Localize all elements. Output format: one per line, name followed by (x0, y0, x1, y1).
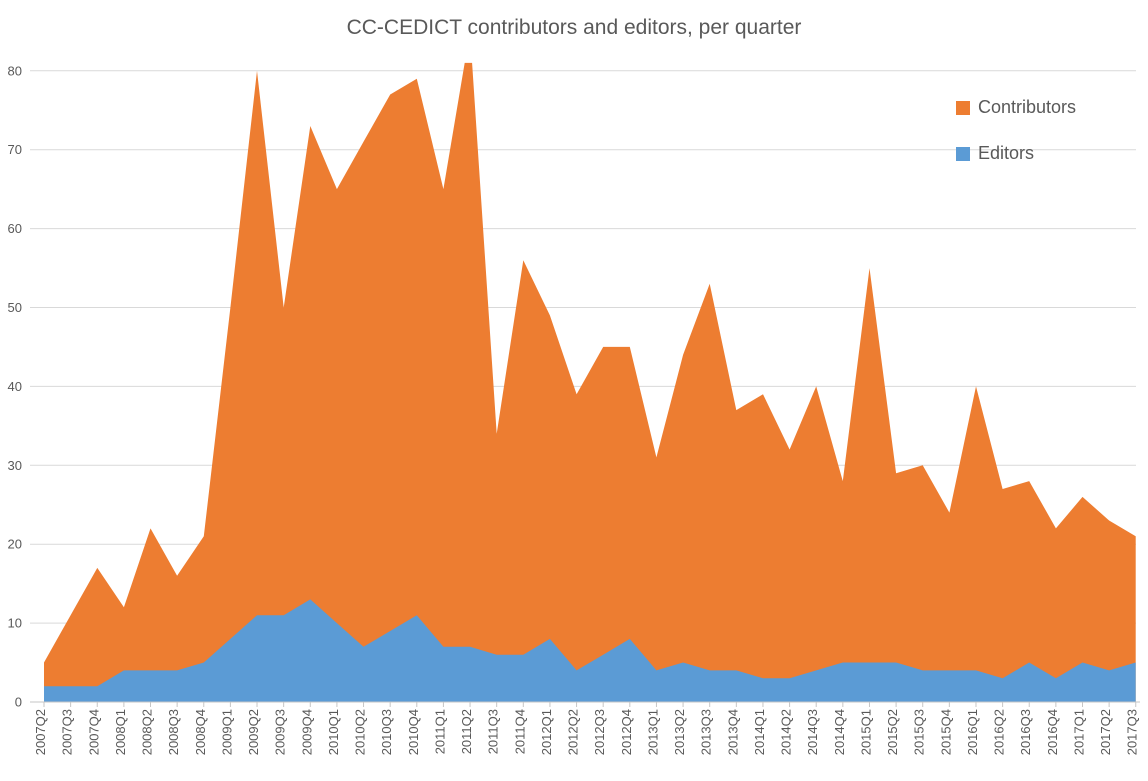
area-editors (44, 599, 1136, 702)
x-tick-label: 2012Q2 (566, 709, 581, 755)
area-contributors (44, 62, 1136, 702)
y-tick-label: 60 (8, 221, 22, 236)
y-tick-label: 50 (8, 300, 22, 315)
x-tick-label: 2010Q1 (326, 709, 341, 755)
x-tick-label: 2016Q4 (1045, 709, 1060, 755)
x-tick-label: 2017Q1 (1071, 709, 1086, 755)
y-tick-label: 0 (15, 695, 22, 710)
x-tick-label: 2013Q4 (725, 709, 740, 755)
x-tick-label: 2011Q4 (512, 709, 527, 754)
x-tick-label: 2015Q1 (858, 709, 873, 755)
legend-item-editors: Editors (956, 143, 1076, 164)
editors-swatch-icon (956, 146, 970, 161)
legend-label-contributors: Contributors (978, 97, 1077, 117)
y-tick-label: 10 (8, 616, 22, 631)
x-tick-label: 2013Q2 (672, 709, 687, 755)
x-tick-label: 2012Q4 (619, 709, 634, 755)
contributors-swatch-icon (956, 100, 970, 115)
y-tick-label: 30 (8, 458, 22, 473)
x-tick-label: 2016Q1 (965, 709, 980, 755)
x-tick-label: 2007Q2 (33, 709, 48, 755)
x-tick-label: 2007Q3 (60, 709, 75, 755)
x-tick-label: 2014Q4 (832, 709, 847, 755)
x-tick-label: 2015Q4 (938, 709, 953, 755)
y-tick-label: 80 (8, 63, 22, 78)
x-tick-label: 2008Q2 (140, 709, 155, 755)
x-tick-label: 2013Q1 (645, 709, 660, 755)
x-tick-label: 2008Q3 (166, 709, 181, 755)
x-tick-label: 2011Q1 (432, 709, 447, 754)
x-tick-label: 2008Q1 (113, 709, 128, 755)
x-tick-label: 2010Q2 (353, 709, 368, 755)
x-tick-label: 2007Q4 (86, 709, 101, 755)
x-tick-label: 2010Q3 (379, 709, 394, 755)
x-tick-label: 2014Q3 (805, 709, 820, 755)
legend: Contributors Editors (956, 97, 1076, 189)
x-tick-label: 2009Q4 (299, 709, 314, 755)
y-tick-label: 70 (8, 142, 22, 157)
x-tick-label: 2008Q4 (193, 709, 208, 755)
x-tick-label: 2011Q2 (459, 709, 474, 754)
x-tick-label: 2013Q3 (699, 709, 714, 755)
legend-item-contributors: Contributors (956, 97, 1076, 118)
x-tick-label: 2009Q1 (219, 709, 234, 755)
x-tick-label: 2017Q2 (1098, 709, 1113, 755)
x-tick-label: 2011Q3 (486, 709, 501, 754)
x-tick-label: 2012Q1 (539, 709, 554, 755)
legend-label-editors: Editors (978, 143, 1035, 163)
x-tick-label: 2015Q2 (885, 709, 900, 755)
x-tick-label: 2012Q3 (592, 709, 607, 755)
y-tick-label: 20 (8, 537, 22, 552)
x-tick-label: 2017Q3 (1125, 709, 1140, 755)
x-tick-label: 2009Q3 (273, 709, 288, 755)
x-tick-label: 2016Q2 (992, 709, 1007, 755)
chart-title: CC-CEDICT contributors and editors, per … (346, 16, 802, 39)
x-tick-label: 2014Q2 (779, 709, 794, 755)
x-tick-label: 2014Q1 (752, 709, 767, 755)
x-tick-label: 2016Q3 (1018, 709, 1033, 755)
x-tick-label: 2010Q4 (406, 709, 421, 755)
x-tick-label: 2015Q3 (912, 709, 927, 755)
y-tick-label: 40 (8, 379, 22, 394)
x-tick-label: 2009Q2 (246, 709, 261, 755)
